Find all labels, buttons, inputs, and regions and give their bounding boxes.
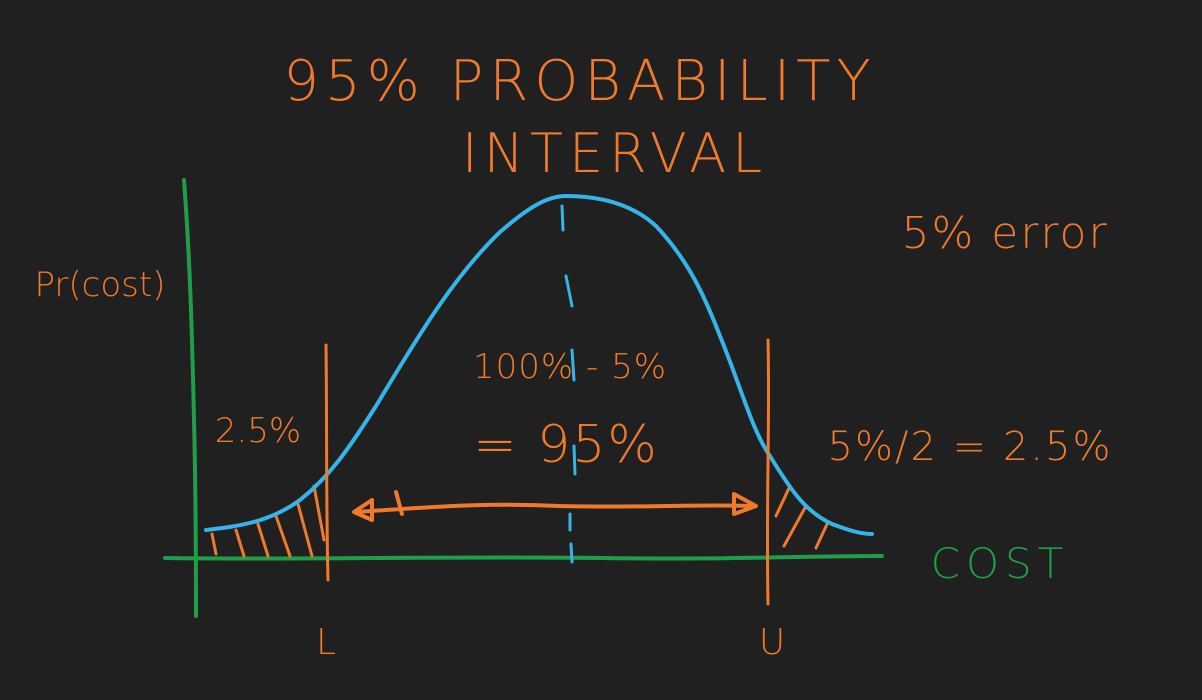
center-label-line-2: = 95% <box>473 415 659 475</box>
bell-curve <box>204 194 874 536</box>
x-axis-label: COST <box>931 539 1070 588</box>
right-tail-hatching <box>774 484 830 550</box>
upper-bound-line <box>765 338 771 606</box>
left-tail-hatching <box>210 484 326 558</box>
y-axis-line <box>182 178 198 618</box>
mean-dashed-line <box>560 204 577 564</box>
title-line-1: 95% PROBABILITY <box>283 49 876 114</box>
right-tail-label: 5%/2 = 2.5% <box>828 424 1113 470</box>
upper-bound-label: U <box>759 622 785 663</box>
left-tail-label: 2.5% <box>215 411 301 451</box>
interval-arrow <box>352 490 758 522</box>
x-axis-line <box>163 554 884 561</box>
center-label-line-1: 100% - 5% <box>473 347 667 387</box>
y-axis-label: Pr(cost) <box>35 265 166 305</box>
lower-bound-label: L <box>316 622 336 663</box>
error-note: 5% error <box>901 208 1108 259</box>
title-line-2: INTERVAL <box>462 122 769 185</box>
lower-bound-line <box>324 343 330 582</box>
